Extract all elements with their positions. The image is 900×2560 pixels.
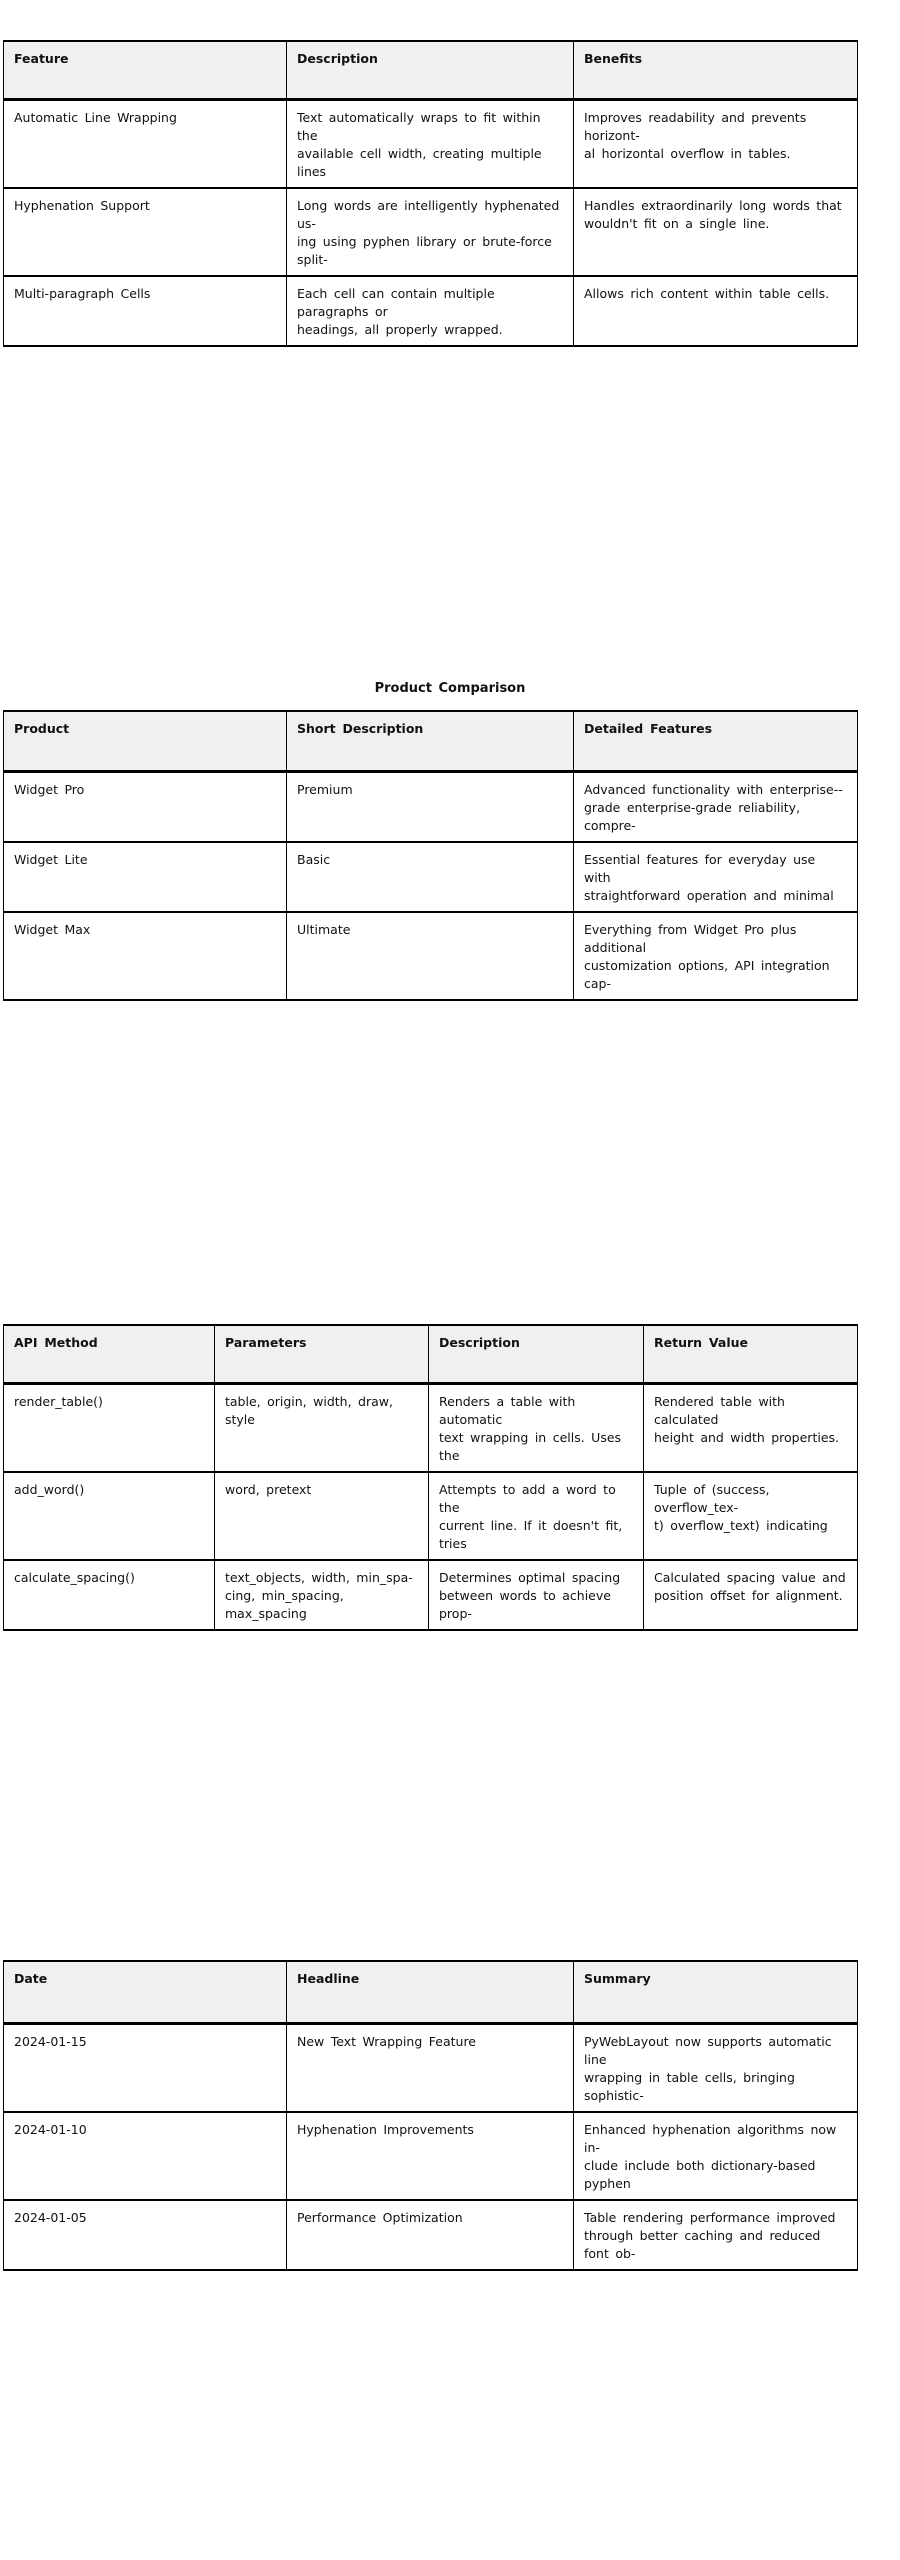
product-comparison-table: Product Short Description Detailed Featu… [3,710,858,1001]
table-cell: Everything from Widget Pro plus addition… [573,910,858,1001]
table-cell: Enhanced hyphenation algorithms now in- … [573,2110,858,2201]
table-cell: table, origin, width, draw, style [214,1382,429,1473]
table-cell: Basic [286,840,574,913]
column-header-description: Description [428,1324,644,1385]
table-cell: Automatic Line Wrapping [3,98,287,189]
table-row: calculate_spacing() text_objects, width,… [3,1558,858,1631]
table-cell: Calculated spacing value and position of… [643,1558,858,1631]
table-cell: Allows rich content within table cells. [573,274,858,347]
table-cell: text_objects, width, min_spa- cing, min_… [214,1558,429,1631]
column-header-detailed-features: Detailed Features [573,710,858,773]
column-header-return-value: Return Value [643,1324,858,1385]
table-row: 2024-01-15 New Text Wrapping Feature PyW… [3,2022,858,2113]
column-header-summary: Summary [573,1960,858,2025]
table-row: Widget Lite Basic Essential features for… [3,840,858,913]
column-header-short-description: Short Description [286,710,574,773]
column-header-api-method: API Method [3,1324,215,1385]
table-cell: Advanced functionality with enterprise--… [573,770,858,843]
table-cell: Handles extraordinarily long words that … [573,186,858,277]
column-header-feature: Feature [3,40,287,101]
table-cell: Hyphenation Improvements [286,2110,574,2201]
table-cell: Widget Lite [3,840,287,913]
table-cell: New Text Wrapping Feature [286,2022,574,2113]
features-header-row: Feature Description Benefits [3,40,858,101]
column-header-date: Date [3,1960,287,2025]
table-cell: 2024-01-05 [3,2198,287,2271]
table-cell: render_table() [3,1382,215,1473]
table-row: Multi-paragraph Cells Each cell can cont… [3,274,858,347]
table-row: render_table() table, origin, width, dra… [3,1382,858,1473]
products-header-row: Product Short Description Detailed Featu… [3,710,858,773]
section-title: Product Comparison [374,681,526,696]
table-cell: Widget Max [3,910,287,1001]
table-cell: PyWebLayout now supports automatic line … [573,2022,858,2113]
table-cell: calculate_spacing() [3,1558,215,1631]
table-cell: add_word() [3,1470,215,1561]
column-header-product: Product [3,710,287,773]
table-cell: Premium [286,770,574,843]
table-cell: Tuple of (success, overflow_tex- t) over… [643,1470,858,1561]
table-cell: 2024-01-10 [3,2110,287,2201]
table-row: Widget Max Ultimate Everything from Widg… [3,910,858,1001]
table-cell: Essential features for everyday use with… [573,840,858,913]
column-header-description: Description [286,40,574,101]
news-header-row: Date Headline Summary [3,1960,858,2025]
table-cell: Attempts to add a word to the current li… [428,1470,644,1561]
table-row: Automatic Line Wrapping Text automatical… [3,98,858,189]
table-cell: word, pretext [214,1470,429,1561]
table-cell: Text automatically wraps to fit within t… [286,98,574,189]
table-cell: Improves readability and prevents horizo… [573,98,858,189]
column-header-parameters: Parameters [214,1324,429,1385]
news-table: Date Headline Summary 2024-01-15 New Tex… [3,1960,858,2271]
table-cell: Multi-paragraph Cells [3,274,287,347]
table-cell: Widget Pro [3,770,287,843]
table-cell: Hyphenation Support [3,186,287,277]
table-cell: 2024-01-15 [3,2022,287,2113]
features-table: Feature Description Benefits Automatic L… [3,40,858,347]
table-cell: Table rendering performance improved thr… [573,2198,858,2271]
table-cell: Long words are intelligently hyphenated … [286,186,574,277]
api-reference-table: API Method Parameters Description Return… [3,1324,858,1631]
table-row: Widget Pro Premium Advanced functionalit… [3,770,858,843]
table-cell: Rendered table with calculated height an… [643,1382,858,1473]
column-header-headline: Headline [286,1960,574,2025]
table-row: 2024-01-10 Hyphenation Improvements Enha… [3,2110,858,2201]
table-cell: Performance Optimization [286,2198,574,2271]
table-row: 2024-01-05 Performance Optimization Tabl… [3,2198,858,2271]
table-cell: Renders a table with automatic text wrap… [428,1382,644,1473]
table-cell: Determines optimal spacing between words… [428,1558,644,1631]
api-header-row: API Method Parameters Description Return… [3,1324,858,1385]
table-cell: Each cell can contain multiple paragraph… [286,274,574,347]
table-row: add_word() word, pretext Attempts to add… [3,1470,858,1561]
table-row: Hyphenation Support Long words are intel… [3,186,858,277]
table-cell: Ultimate [286,910,574,1001]
column-header-benefits: Benefits [573,40,858,101]
